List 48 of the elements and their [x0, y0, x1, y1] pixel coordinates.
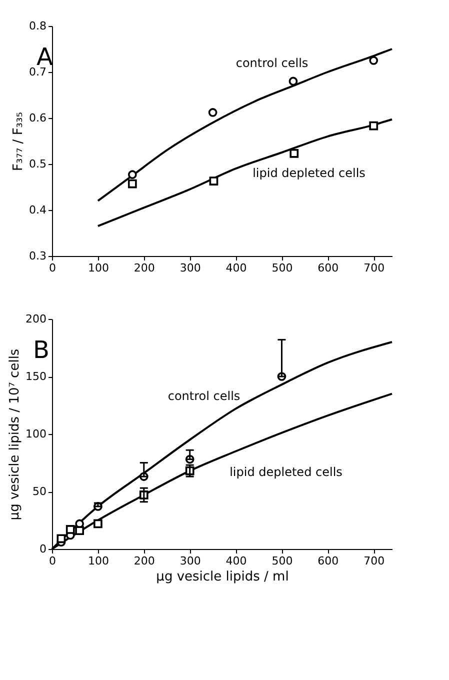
point: [128, 179, 137, 188]
y-tick-label: 0.8: [29, 20, 46, 32]
y-tick-label: 0.5: [29, 158, 46, 170]
point: [75, 526, 84, 536]
point: [208, 108, 218, 117]
y-tick-label: 200: [26, 312, 46, 326]
y-axis-title: µg vesicle lipids / 10⁷ cells: [8, 348, 23, 520]
y-tick-label: 0.4: [29, 204, 46, 216]
y-axis-title: F₃₇₇ / F₃₃₅: [11, 112, 26, 171]
point: [290, 148, 299, 158]
x-tick-label: 500: [272, 262, 293, 274]
x-tick-label: 100: [88, 554, 109, 568]
point: [56, 534, 66, 544]
x-tick-label: 700: [364, 262, 385, 274]
annotation: lipid depleted cells: [252, 166, 366, 180]
x-tick-label: 400: [226, 262, 247, 274]
y-tick-label: 50: [32, 485, 46, 498]
y-tick-label: 0.3: [29, 250, 46, 262]
x-tick-label: 300: [180, 262, 201, 274]
y-tick-label: 0: [40, 542, 46, 556]
x-tick-label: 0: [49, 554, 56, 568]
x-tick-label: 200: [134, 554, 155, 568]
annotation: control cells: [168, 389, 240, 403]
x-tick-label: 200: [134, 262, 155, 274]
point: [288, 76, 298, 86]
annotation: control cells: [236, 56, 308, 70]
x-tick-label: 700: [364, 554, 385, 568]
point: [128, 170, 137, 180]
x-tick-label: 0: [49, 262, 56, 274]
y-tick-label: 150: [26, 370, 46, 383]
point: [369, 121, 378, 130]
y-tick-label: 100: [26, 428, 46, 440]
line-series: [96, 118, 393, 228]
point: [369, 56, 378, 65]
x-tick-label: 300: [180, 554, 201, 568]
point: [66, 525, 75, 534]
annotation: lipid depleted cells: [230, 465, 342, 479]
point: [94, 519, 102, 528]
x-tick-label: 500: [272, 554, 293, 568]
y-tick-label: 0.6: [29, 112, 46, 124]
x-tick-label: 100: [88, 262, 109, 274]
point: [209, 176, 218, 186]
x-tick-label: 600: [318, 262, 339, 274]
x-tick-label: 600: [318, 554, 339, 568]
x-axis-title: µg vesicle lipids / ml: [156, 570, 289, 584]
line-series: [96, 48, 393, 202]
x-tick-label: 400: [226, 554, 247, 568]
text: B: [33, 336, 50, 364]
